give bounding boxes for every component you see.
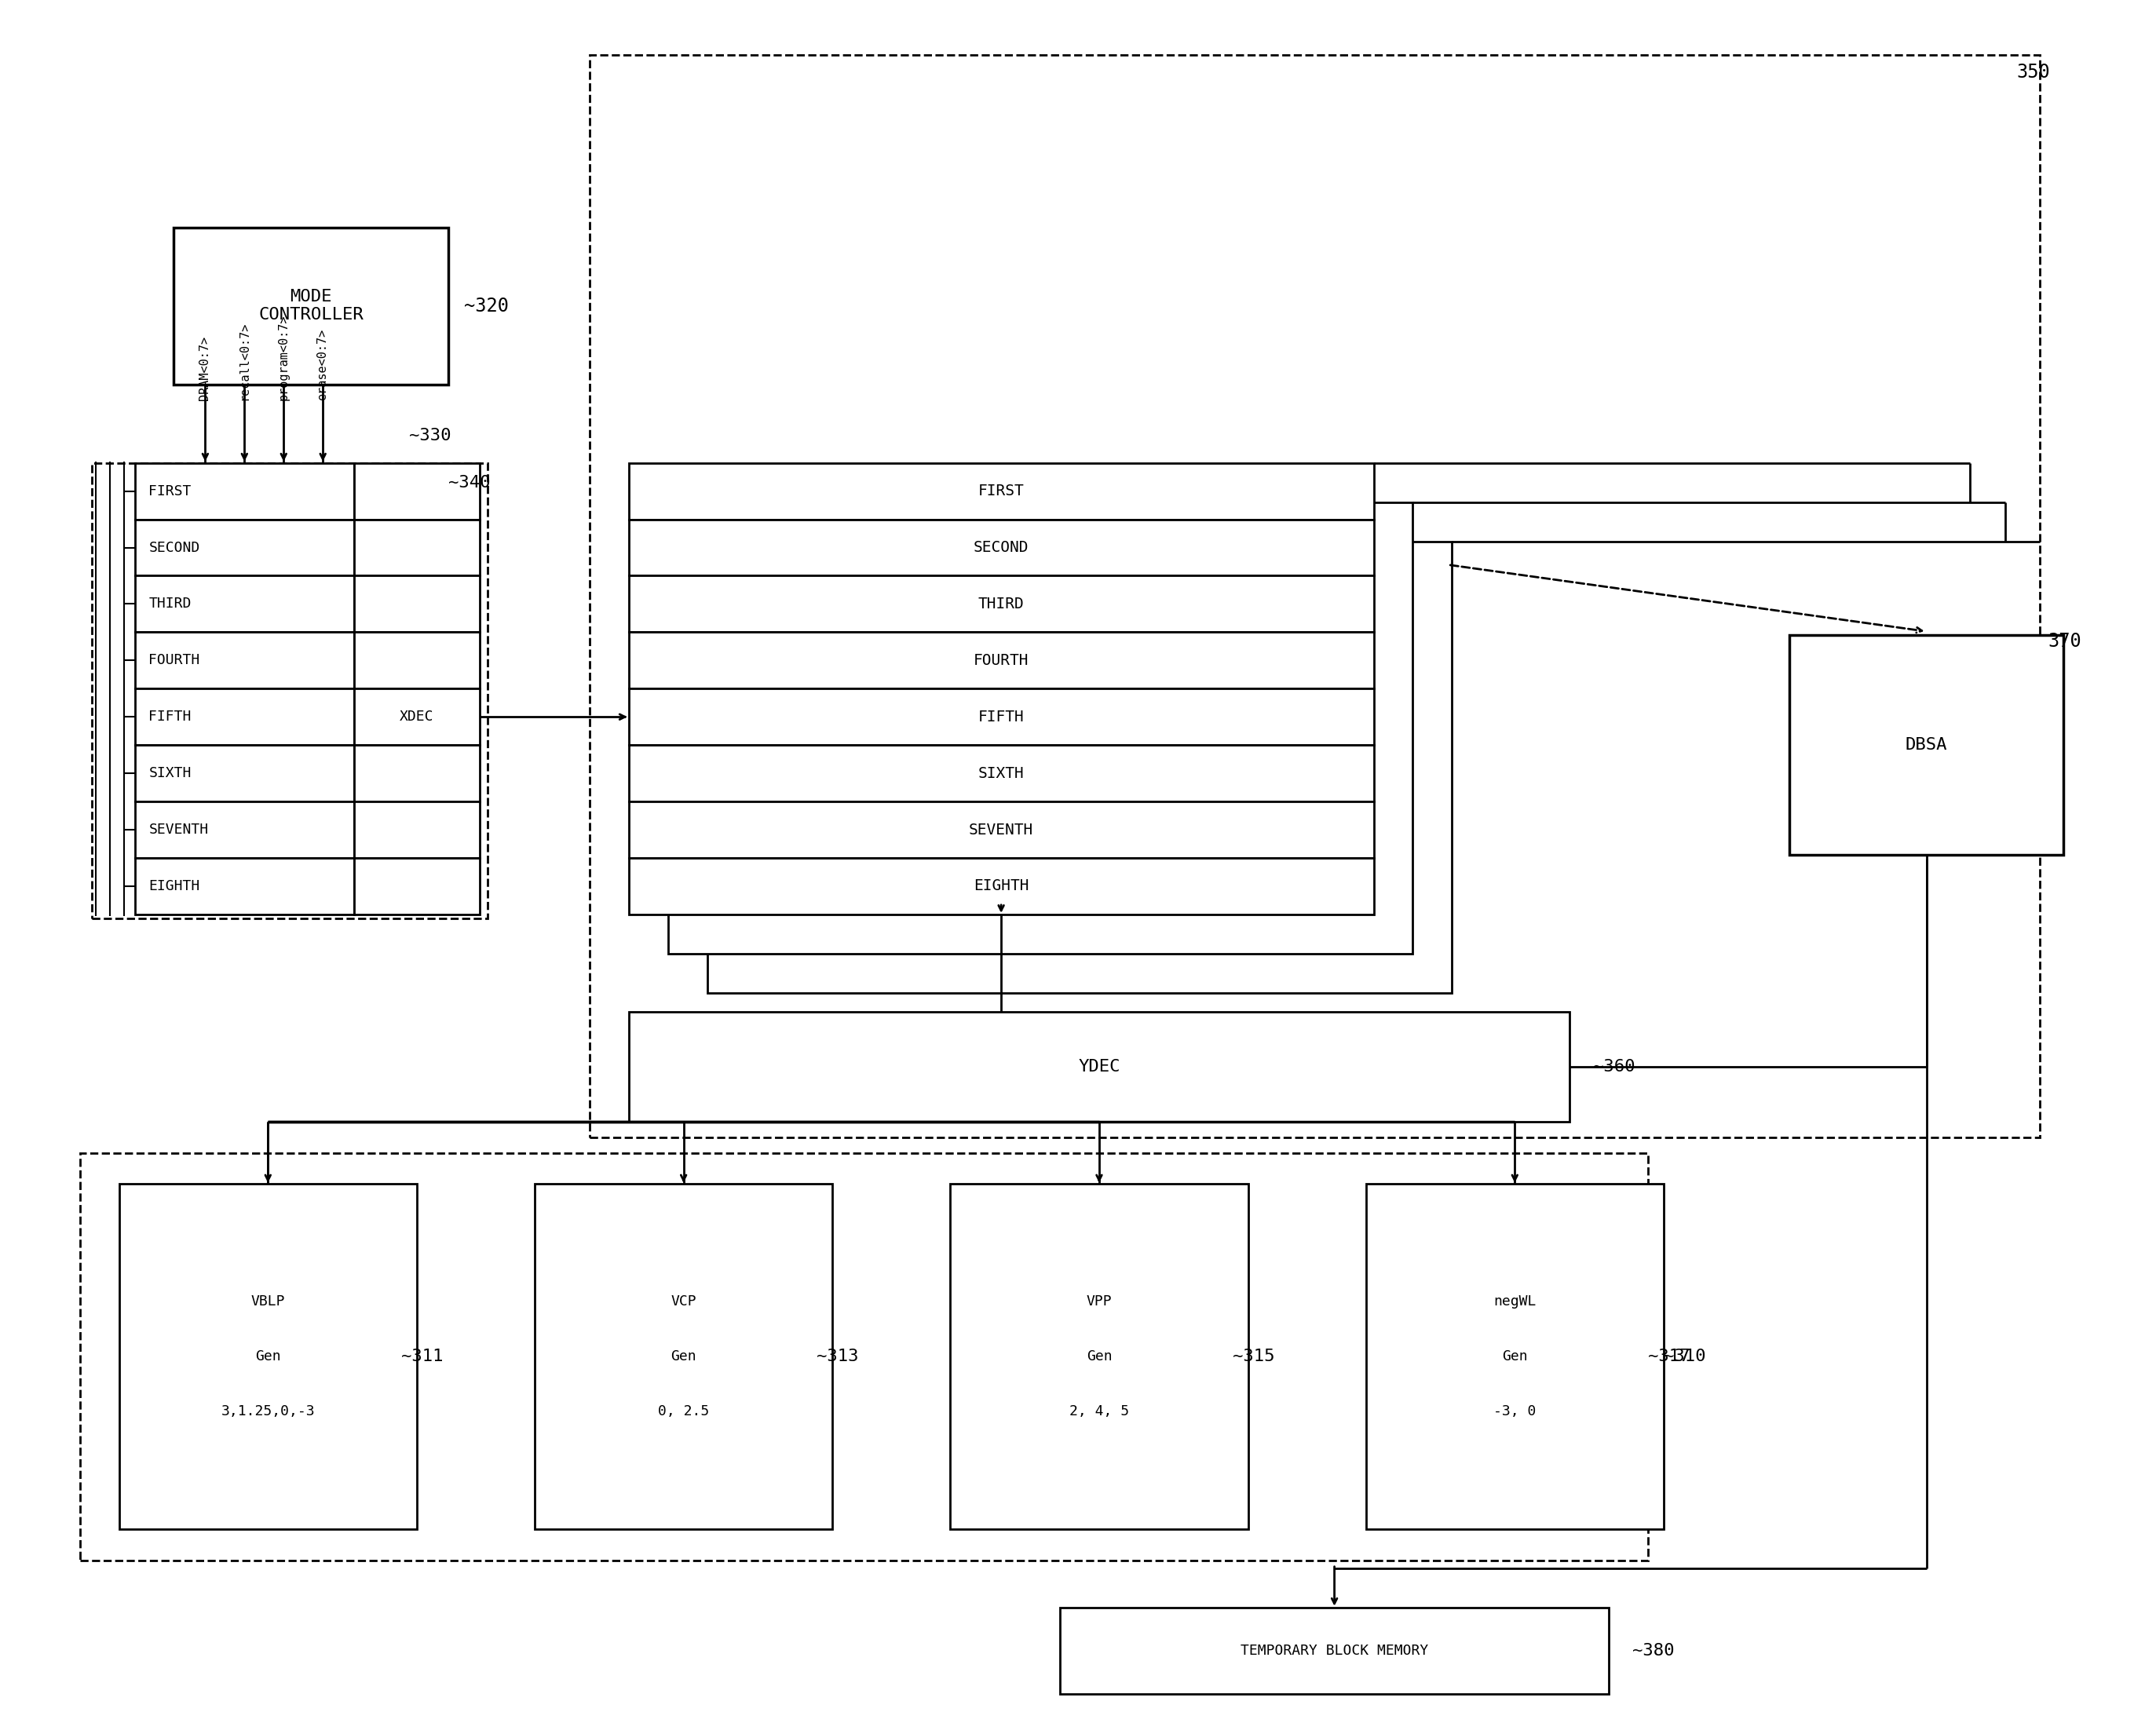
Text: ~360: ~360 [1593, 1059, 1634, 1075]
Bar [134, 688, 354, 746]
Text: SIXTH: SIXTH [149, 766, 192, 780]
Text: FIRST: FIRST [149, 484, 192, 498]
Text: ~311: ~311 [401, 1349, 444, 1365]
Text: THIRD: THIRD [149, 596, 192, 610]
Text: VPP: VPP [1087, 1295, 1112, 1309]
Text: Gen: Gen [1503, 1349, 1529, 1363]
Text: Gen: Gen [671, 1349, 696, 1363]
Bar [134, 858, 354, 914]
Bar [134, 463, 354, 518]
Text: MODE
CONTROLLER: MODE CONTROLLER [259, 290, 364, 323]
Bar [354, 858, 479, 914]
Bar [119, 1184, 416, 1529]
Text: VBLP: VBLP [250, 1295, 285, 1309]
Text: ~310: ~310 [1664, 1349, 1705, 1365]
Text: 0, 2.5: 0, 2.5 [658, 1405, 709, 1418]
Bar [134, 576, 354, 633]
Text: 370: 370 [2048, 633, 2081, 650]
Bar [630, 463, 1373, 518]
Text: ~317: ~317 [1647, 1349, 1690, 1365]
Bar [630, 801, 1373, 858]
Bar [951, 1184, 1248, 1529]
Bar [134, 746, 354, 801]
Text: EIGHTH: EIGHTH [975, 879, 1028, 893]
Text: ~380: ~380 [1632, 1642, 1675, 1658]
Bar [134, 633, 354, 688]
Text: SIXTH: SIXTH [979, 766, 1024, 780]
Text: 350: 350 [2016, 62, 2050, 81]
Text: -3, 0: -3, 0 [1494, 1405, 1535, 1418]
Bar [1365, 1184, 1664, 1529]
Text: program<0:7>: program<0:7> [278, 314, 289, 401]
Text: 3,1.25,0,-3: 3,1.25,0,-3 [222, 1405, 315, 1418]
Bar [175, 227, 448, 385]
Bar [134, 518, 354, 576]
Text: recall<0:7>: recall<0:7> [237, 321, 250, 401]
Text: SEVENTH: SEVENTH [149, 822, 209, 838]
Text: ~315: ~315 [1233, 1349, 1274, 1365]
Bar [134, 801, 354, 858]
Bar [354, 576, 479, 633]
Bar [630, 518, 1373, 576]
Bar [354, 633, 479, 688]
Bar [707, 541, 1451, 994]
Bar [354, 801, 479, 858]
Bar [630, 633, 1373, 688]
Bar [1061, 1607, 1608, 1694]
Bar [80, 1153, 1647, 1561]
Text: ~320: ~320 [464, 297, 509, 316]
Bar [630, 576, 1373, 633]
Text: Gen: Gen [1087, 1349, 1112, 1363]
Text: FIFTH: FIFTH [149, 709, 192, 723]
Text: SEVENTH: SEVENTH [968, 822, 1033, 838]
Text: SECOND: SECOND [149, 541, 201, 555]
Bar [630, 1011, 1570, 1122]
Text: SECOND: SECOND [975, 539, 1028, 555]
Bar [354, 463, 479, 518]
Text: FOURTH: FOURTH [975, 654, 1028, 668]
Text: FIRST: FIRST [979, 484, 1024, 499]
Text: VCP: VCP [671, 1295, 696, 1309]
Text: FIFTH: FIFTH [979, 709, 1024, 725]
Bar [91, 463, 487, 919]
Bar [354, 746, 479, 801]
Text: ~313: ~313 [817, 1349, 858, 1365]
Text: Gen: Gen [254, 1349, 280, 1363]
Bar [668, 503, 1412, 954]
Text: XDEC: XDEC [399, 709, 433, 723]
Bar [535, 1184, 832, 1529]
Text: DBSA: DBSA [1906, 737, 1947, 753]
Text: erase<0:7>: erase<0:7> [317, 328, 328, 401]
Text: ~340: ~340 [448, 475, 489, 491]
Bar [1789, 635, 2063, 855]
Text: DRAM<0:7>: DRAM<0:7> [198, 336, 211, 401]
Text: YDEC: YDEC [1078, 1059, 1121, 1075]
Bar [630, 858, 1373, 914]
Text: TEMPORARY BLOCK MEMORY: TEMPORARY BLOCK MEMORY [1240, 1644, 1427, 1658]
Text: 2, 4, 5: 2, 4, 5 [1069, 1405, 1130, 1418]
Bar [589, 55, 2040, 1138]
Bar [354, 688, 479, 746]
Bar [630, 746, 1373, 801]
Text: FOURTH: FOURTH [149, 654, 201, 668]
Text: THIRD: THIRD [979, 596, 1024, 612]
Bar [630, 688, 1373, 746]
Text: negWL: negWL [1494, 1295, 1535, 1309]
Text: EIGHTH: EIGHTH [149, 879, 201, 893]
Bar [354, 518, 479, 576]
Text: ~330: ~330 [410, 428, 451, 444]
